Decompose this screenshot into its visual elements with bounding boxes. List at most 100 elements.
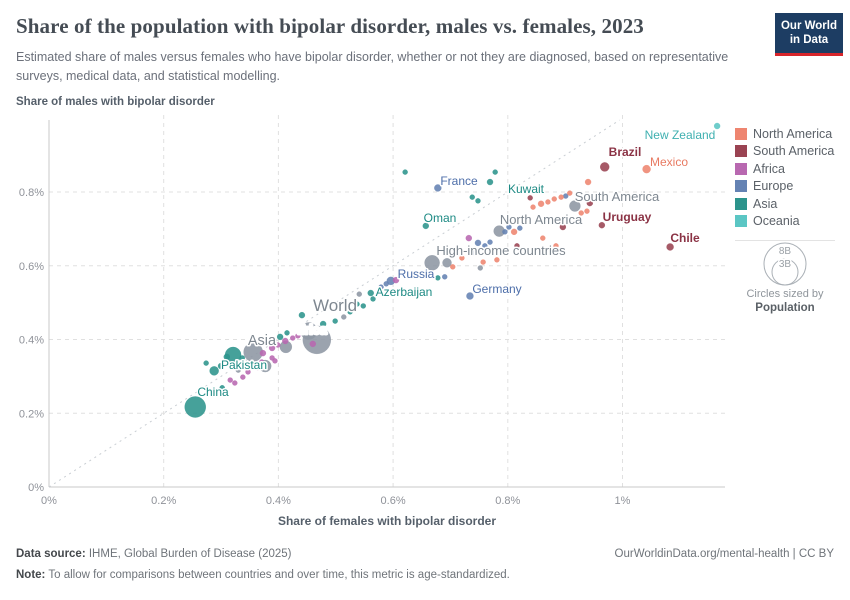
data-point-unlabeled[interactable]: [586, 199, 594, 207]
data-point-unlabeled[interactable]: [527, 195, 533, 201]
owid-link[interactable]: OurWorldinData.org/mental-health | CC BY: [614, 548, 834, 560]
data-point-unlabeled[interactable]: [253, 363, 261, 371]
data-point-azerbaijan[interactable]: [367, 289, 374, 297]
data-point-unlabeled[interactable]: [268, 344, 276, 352]
size-legend-caption-line1: Circles sized by: [746, 288, 824, 300]
data-point-unlabeled[interactable]: [475, 198, 481, 204]
data-point-unlabeled[interactable]: [480, 259, 486, 265]
data-point-unlabeled[interactable]: [332, 318, 338, 324]
data-point-chile[interactable]: [666, 243, 674, 251]
data-point-oman[interactable]: [422, 222, 430, 230]
data-point-unlabeled[interactable]: [275, 342, 281, 348]
data-point-unlabeled[interactable]: [494, 257, 500, 263]
data-point-unlabeled[interactable]: [502, 229, 508, 235]
size-legend-big-value: 8B: [779, 246, 792, 257]
data-point-unlabeled[interactable]: [442, 258, 452, 268]
data-point-china[interactable]: [184, 396, 206, 418]
data-point-unlabeled[interactable]: [510, 228, 518, 236]
data-point-kuwait[interactable]: [486, 178, 494, 186]
data-point-unlabeled[interactable]: [474, 239, 482, 247]
data-point-france[interactable]: [434, 184, 442, 192]
data-point-unlabeled[interactable]: [584, 208, 590, 214]
data-point-unlabeled[interactable]: [259, 359, 265, 365]
data-point-unlabeled[interactable]: [487, 239, 493, 245]
data-point-unlabeled[interactable]: [239, 355, 246, 361]
point-label-germany: Germany: [472, 282, 521, 296]
data-point-unlabeled[interactable]: [530, 204, 536, 210]
data-point-unlabeled[interactable]: [370, 296, 376, 302]
data-point-unlabeled[interactable]: [578, 210, 584, 216]
data-point-unlabeled[interactable]: [203, 360, 209, 366]
data-point-unlabeled[interactable]: [559, 223, 567, 231]
data-point-unlabeled[interactable]: [223, 353, 231, 361]
legend-item-africa[interactable]: Africa: [735, 160, 834, 178]
data-point-south-america[interactable]: [569, 200, 581, 212]
data-point-unlabeled[interactable]: [219, 385, 225, 391]
data-point-unlabeled[interactable]: [341, 314, 347, 320]
data-point-unlabeled[interactable]: [584, 178, 592, 186]
point-label-high-income-countries: High-income countries: [436, 243, 566, 258]
data-point-unlabeled[interactable]: [245, 369, 251, 375]
data-point-unlabeled[interactable]: [383, 281, 389, 287]
data-point-unlabeled[interactable]: [309, 340, 317, 348]
data-point-unlabeled[interactable]: [435, 275, 441, 281]
data-point-unlabeled[interactable]: [482, 243, 488, 249]
point-label-uruguay: Uruguay: [603, 210, 652, 224]
data-point-unlabeled[interactable]: [472, 250, 478, 256]
legend-item-asia[interactable]: Asia: [735, 195, 834, 213]
data-point-unlabeled[interactable]: [298, 311, 306, 319]
legend-item-europe[interactable]: Europe: [735, 178, 834, 196]
data-point-unlabeled[interactable]: [459, 255, 465, 261]
data-point-unlabeled[interactable]: [378, 284, 384, 290]
data-point-unlabeled[interactable]: [295, 333, 301, 339]
data-point-unlabeled[interactable]: [392, 276, 400, 284]
data-point-unlabeled[interactable]: [259, 349, 267, 357]
data-point-unlabeled[interactable]: [545, 199, 551, 205]
data-point-unlabeled[interactable]: [514, 243, 520, 249]
data-point-unlabeled[interactable]: [217, 362, 225, 370]
data-point-unlabeled[interactable]: [469, 194, 475, 200]
data-point-unlabeled[interactable]: [284, 330, 290, 336]
data-point-unlabeled[interactable]: [465, 234, 473, 242]
data-point-unlabeled[interactable]: [289, 335, 296, 341]
data-point-unlabeled[interactable]: [360, 303, 367, 309]
legend-item-north-america[interactable]: North America: [735, 125, 834, 143]
data-point-unlabeled[interactable]: [540, 235, 546, 241]
data-point-germany[interactable]: [466, 292, 474, 300]
data-point-unlabeled[interactable]: [269, 355, 275, 361]
data-point-unlabeled[interactable]: [356, 291, 363, 297]
data-point-unlabeled[interactable]: [276, 333, 284, 341]
data-point-africa[interactable]: [300, 322, 318, 340]
data-point-pakistan[interactable]: [209, 366, 219, 376]
data-point-unlabeled[interactable]: [551, 196, 558, 202]
legend-swatch: [735, 180, 747, 193]
data-point-unlabeled[interactable]: [319, 320, 327, 328]
data-point-unlabeled[interactable]: [354, 301, 360, 307]
data-point-unlabeled[interactable]: [402, 169, 408, 175]
data-point-unlabeled[interactable]: [492, 169, 498, 175]
data-point-brazil[interactable]: [599, 162, 610, 172]
data-point-high-income-countries[interactable]: [424, 255, 440, 271]
data-point-new-zealand[interactable]: [713, 122, 721, 130]
legend-item-south-america[interactable]: South America: [735, 143, 834, 161]
data-point-unlabeled[interactable]: [449, 264, 456, 270]
data-point-unlabeled[interactable]: [517, 225, 523, 231]
data-point-unlabeled[interactable]: [235, 367, 242, 373]
data-point-unlabeled[interactable]: [558, 194, 564, 200]
data-point-mexico[interactable]: [642, 164, 651, 174]
data-point-uruguay[interactable]: [598, 221, 606, 229]
owid-logo[interactable]: Our World in Data: [775, 13, 843, 56]
data-point-unlabeled[interactable]: [506, 224, 512, 230]
data-point-unlabeled[interactable]: [227, 377, 233, 383]
data-point-unlabeled[interactable]: [553, 243, 559, 249]
legend-item-oceania[interactable]: Oceania: [735, 213, 834, 231]
data-point-unlabeled[interactable]: [232, 380, 238, 386]
data-point-unlabeled[interactable]: [477, 265, 484, 271]
data-point-unlabeled[interactable]: [347, 309, 353, 315]
data-point-unlabeled[interactable]: [282, 337, 289, 345]
data-point-unlabeled[interactable]: [441, 274, 448, 280]
data-point-unlabeled[interactable]: [566, 190, 573, 196]
data-point-unlabeled[interactable]: [537, 200, 545, 208]
data-point-unlabeled[interactable]: [240, 374, 246, 380]
